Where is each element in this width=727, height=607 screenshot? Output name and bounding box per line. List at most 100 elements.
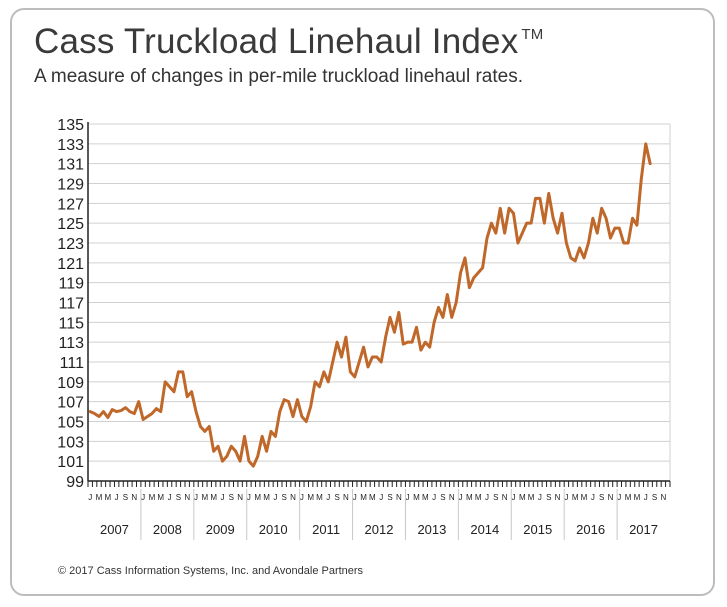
x-month-label: N (555, 493, 561, 502)
x-year-label: 2016 (576, 522, 605, 537)
y-tick-label: 113 (58, 335, 84, 352)
x-year-label: 2007 (100, 522, 129, 537)
x-month-label: S (652, 493, 657, 502)
x-month-label: M (263, 493, 270, 502)
x-month-label: J (564, 493, 568, 502)
x-month-label: M (96, 493, 103, 502)
x-month-label: M (316, 493, 323, 502)
x-year-label: 2013 (417, 522, 446, 537)
y-tick-label: 123 (57, 236, 84, 253)
x-month-label: S (229, 493, 234, 502)
x-month-label: M (581, 493, 588, 502)
x-year-label: 2011 (312, 522, 340, 537)
x-month-label: J (644, 493, 648, 502)
x-month-label: S (123, 493, 128, 502)
y-tick-label: 103 (57, 434, 84, 451)
x-month-label: N (184, 493, 190, 502)
x-month-label: N (290, 493, 296, 502)
x-month-label: J (247, 493, 251, 502)
x-month-label: S (387, 493, 392, 502)
x-month-label: M (625, 493, 632, 502)
x-year-label: 2009 (206, 522, 235, 537)
y-tick-label: 129 (57, 177, 84, 194)
x-month-label: J (141, 493, 145, 502)
x-month-label: S (334, 493, 339, 502)
x-month-label: S (599, 493, 604, 502)
x-month-label: J (511, 493, 515, 502)
x-month-label: M (105, 493, 112, 502)
y-tick-label: 119 (58, 276, 84, 293)
x-month-label: J (168, 493, 172, 502)
x-month-label: J (300, 493, 304, 502)
trademark-symbol: TM (521, 26, 544, 43)
x-month-label: S (440, 493, 445, 502)
x-month-label: M (475, 493, 482, 502)
chart-subtitle: A measure of changes in per-mile trucklo… (34, 66, 523, 87)
y-tick-label: 111 (60, 355, 84, 372)
x-month-label: N (660, 493, 666, 502)
x-month-label: J (485, 493, 489, 502)
x-month-label: N (343, 493, 349, 502)
y-tick-label: 117 (58, 296, 84, 313)
x-month-label: M (360, 493, 367, 502)
x-month-label: M (413, 493, 420, 502)
x-month-label: J (432, 493, 436, 502)
x-month-label: J (538, 493, 542, 502)
x-month-label: J (220, 493, 224, 502)
y-tick-label: 135 (57, 117, 84, 134)
x-year-label: 2015 (523, 522, 552, 537)
x-month-label: J (273, 493, 277, 502)
x-month-label: N (396, 493, 402, 502)
x-year-label: 2012 (365, 522, 394, 537)
y-tick-label: 105 (57, 415, 84, 432)
x-month-label: M (149, 493, 156, 502)
x-month-label: M (157, 493, 164, 502)
x-year-label: 2008 (153, 522, 182, 537)
x-month-label: J (406, 493, 410, 502)
x-month-label: M (519, 493, 526, 502)
x-year-label: 2017 (629, 522, 658, 537)
x-month-label: J (591, 493, 595, 502)
x-month-label: J (353, 493, 357, 502)
x-month-label: N (131, 493, 137, 502)
x-month-label: N (237, 493, 243, 502)
copyright-notice: © 2017 Cass Information Systems, Inc. an… (58, 565, 364, 577)
x-month-label: S (546, 493, 551, 502)
x-month-label: M (202, 493, 209, 502)
x-month-label: N (608, 493, 614, 502)
x-month-label: M (466, 493, 473, 502)
y-tick-label: 101 (57, 454, 84, 471)
x-month-label: J (326, 493, 330, 502)
x-month-label: N (449, 493, 455, 502)
x-month-label: S (282, 493, 287, 502)
y-tick-label: 107 (57, 395, 84, 412)
x-month-label: M (369, 493, 376, 502)
x-month-label: S (176, 493, 181, 502)
x-month-label: M (528, 493, 535, 502)
x-month-label: M (254, 493, 261, 502)
x-month-label: M (572, 493, 579, 502)
x-month-label: J (194, 493, 198, 502)
x-month-label: J (115, 493, 119, 502)
x-month-label: M (422, 493, 429, 502)
x-month-label: M (307, 493, 314, 502)
x-month-label: J (617, 493, 621, 502)
y-tick-label: 121 (57, 256, 84, 273)
series-line (88, 142, 652, 468)
x-month-label: J (379, 493, 383, 502)
x-year-label: 2010 (259, 522, 288, 537)
y-tick-label: 125 (57, 216, 84, 233)
y-tick-label: 133 (57, 137, 84, 154)
chart-title: Cass Truckload Linehaul Index TM (34, 22, 544, 61)
y-tick-label: 127 (57, 196, 84, 213)
y-tick-label: 131 (57, 157, 84, 174)
x-month-label: M (634, 493, 641, 502)
x-month-label: S (493, 493, 498, 502)
x-month-label: M (210, 493, 217, 502)
x-month-label: J (88, 493, 92, 502)
y-tick-label: 99 (66, 474, 84, 491)
x-month-label: J (459, 493, 463, 502)
y-tick-label: 109 (57, 375, 84, 392)
x-month-label: N (502, 493, 508, 502)
